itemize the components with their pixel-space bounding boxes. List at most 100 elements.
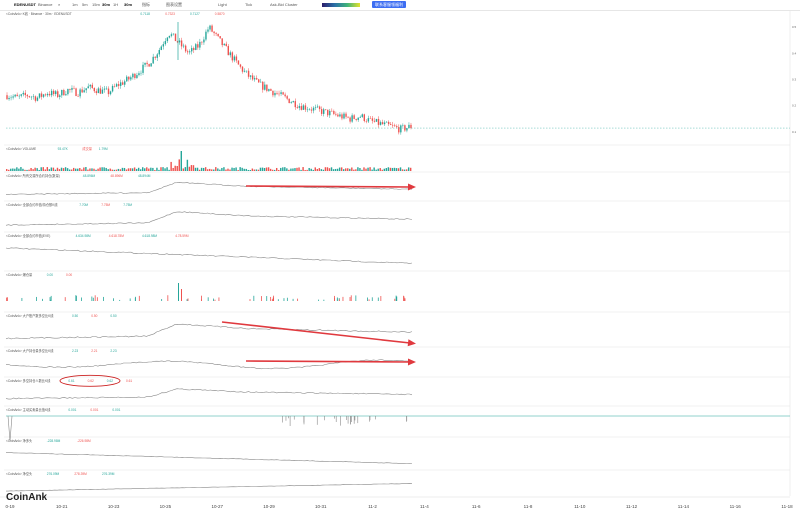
candle-body — [55, 91, 57, 95]
template-button[interactable]: 图表设置 — [166, 2, 182, 7]
candle-body — [286, 96, 288, 99]
search-icon[interactable]: ⌕ — [58, 2, 61, 7]
candle-body — [292, 101, 294, 103]
pane-value: 48.894M — [138, 174, 151, 178]
volume-bar — [158, 169, 160, 171]
promo-button[interactable]: 联系客服领福利 — [372, 1, 406, 8]
pane-value: 2.21 — [91, 349, 97, 353]
liquidation-bar — [138, 295, 140, 301]
interval-1m[interactable]: 1m — [72, 2, 78, 7]
candle-body — [140, 72, 142, 74]
interval-30m[interactable]: 30m — [102, 2, 111, 7]
pane-value: 1.79M — [99, 147, 108, 151]
candle-body — [197, 44, 199, 48]
liquidation-bar — [96, 297, 98, 301]
candle-body — [182, 45, 185, 47]
pane-value: 0.62 — [88, 379, 94, 383]
liquidation-bar — [167, 295, 169, 301]
volume-bar — [336, 168, 339, 171]
volume-bar — [77, 168, 79, 171]
candle-body — [225, 43, 227, 47]
trend-arrow — [221, 321, 411, 344]
liquidation-bar — [350, 295, 352, 301]
interval-selected[interactable]: 30m — [124, 2, 133, 7]
symbol-label[interactable]: EDENUSDT — [14, 2, 37, 7]
volume-bar — [251, 168, 254, 171]
candle-body — [81, 89, 83, 93]
volume-bar — [109, 168, 111, 171]
candle-body — [205, 31, 207, 40]
volume-bar — [233, 167, 235, 171]
candle-body — [284, 94, 286, 97]
volume-bar — [267, 167, 270, 171]
x-tick-label: 11-14 — [678, 504, 690, 509]
candle-body — [363, 114, 366, 122]
pane-label: <CoinAnk> 主动买卖量比值K线 — [6, 407, 51, 412]
interval-5m[interactable]: 5m — [82, 2, 88, 7]
volume-bar — [190, 165, 193, 171]
indicator-button[interactable]: 指标 — [142, 2, 150, 7]
candle-body — [12, 96, 14, 98]
mode-select[interactable]: Ask-Bid Cluster — [270, 2, 298, 7]
volume-bar — [377, 168, 379, 171]
liquidation-bar — [318, 299, 320, 301]
candle-body — [325, 109, 327, 110]
liquidation-bar — [396, 296, 398, 301]
candle-body — [170, 34, 173, 36]
volume-bar — [371, 169, 373, 171]
candle-body — [111, 85, 114, 92]
volume-bar — [407, 167, 410, 171]
volume-bar — [81, 169, 83, 171]
candle-body — [245, 70, 248, 72]
candle-body — [229, 52, 232, 56]
volume-bar — [261, 167, 264, 171]
candle-body — [16, 94, 18, 97]
candle-body — [97, 88, 100, 94]
price-tick-label: 0.3 — [792, 78, 797, 82]
interval-15m[interactable]: 15m — [92, 2, 100, 7]
pane-label: <CoinAnk> 所有交易所合约持仓(数量) — [6, 173, 60, 178]
volume-bar — [97, 168, 99, 171]
pane-value: 0.001 — [90, 408, 98, 412]
theme-select[interactable]: Light — [218, 2, 227, 7]
candle-body — [357, 117, 359, 120]
tick-menu[interactable]: Tick — [245, 2, 253, 7]
volume-bar — [60, 167, 63, 171]
candle-body — [36, 97, 39, 101]
liquidation-bar — [187, 298, 189, 301]
pane-label: <CoinAnk> 全部合约市值(EVE) — [6, 233, 50, 238]
candle-body — [327, 109, 329, 116]
candle-body — [375, 118, 378, 122]
candle-body — [239, 64, 242, 67]
candle-body — [134, 73, 136, 79]
volume-bar — [8, 169, 10, 171]
candle-body — [369, 118, 372, 119]
trend-arrow-head — [407, 339, 416, 347]
volume-bar — [38, 169, 40, 171]
candle-body — [150, 63, 152, 67]
volume-bar — [164, 168, 166, 171]
candle-body — [142, 64, 144, 73]
pane-value: 0.50 — [72, 314, 78, 318]
candle-body — [6, 95, 8, 100]
liquidation-bar — [129, 298, 131, 301]
volume-bar — [172, 167, 174, 171]
candle-body — [347, 116, 349, 118]
interval-1h[interactable]: 1H — [113, 2, 119, 7]
volume-bar — [338, 167, 341, 171]
volume-bar — [36, 168, 38, 171]
volume-bar — [324, 167, 327, 171]
exchange-label[interactable]: Binance — [38, 2, 53, 7]
volume-bar — [280, 167, 282, 171]
volume-bar — [119, 169, 122, 171]
candle-body — [103, 88, 106, 90]
trend-arrow-head — [407, 358, 416, 366]
volume-bar — [284, 167, 286, 171]
volume-bar — [79, 168, 81, 171]
liquidation-bar — [266, 296, 268, 301]
volume-bar — [34, 167, 36, 171]
candle-body — [34, 96, 37, 101]
volume-bar — [32, 169, 34, 171]
liquidation-bar — [342, 296, 344, 301]
